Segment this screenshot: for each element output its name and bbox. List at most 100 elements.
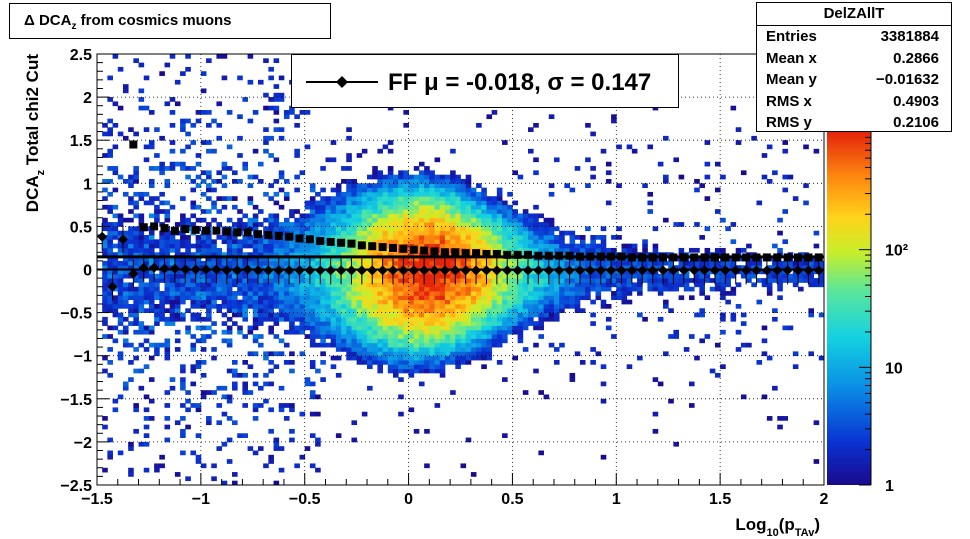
mean-marker (273, 265, 284, 276)
axis-labels: Log10(pTAv) DCAz Total chi2 Cut (23, 54, 820, 539)
mean-marker (439, 265, 450, 276)
sigma-marker (627, 253, 636, 262)
mean-marker (741, 265, 752, 276)
x-tick-label: 1.5 (709, 491, 731, 508)
stats-row: RMS y 0.2106 (766, 114, 939, 131)
sigma-marker (731, 253, 740, 262)
sigma-marker (430, 247, 439, 256)
color-scale-label: 10² (885, 243, 908, 260)
mean-marker (803, 265, 814, 276)
mean-marker (398, 265, 409, 276)
y-tick-label: 2.5 (70, 47, 92, 64)
sigma-marker (378, 243, 387, 252)
mean-marker (325, 265, 336, 276)
stats-box: DelZAllT Entries 3381884 Mean x 0.2866 Mea… (756, 2, 952, 132)
mean-marker (689, 265, 700, 276)
sigma-marker (285, 232, 294, 241)
legend-label: FF μ = -0.018, σ = 0.147 (388, 69, 652, 96)
mean-marker (512, 265, 523, 276)
sigma-marker (440, 248, 449, 257)
sigma-marker (160, 224, 169, 233)
sigma-marker (129, 140, 138, 149)
mean-marker (782, 265, 793, 276)
mean-marker (159, 263, 170, 274)
sigma-marker (181, 224, 190, 233)
sigma-marker (804, 253, 813, 262)
sigma-marker (368, 242, 377, 251)
y-tick-label: 0 (83, 263, 92, 280)
mean-marker (761, 265, 772, 276)
stats-row: RMS x 0.4903 (766, 92, 939, 110)
legend-box: FF μ = -0.018, σ = 0.147 (291, 54, 679, 108)
sigma-marker (305, 235, 314, 244)
mean-marker (668, 265, 679, 276)
mean-marker (169, 263, 180, 274)
mean-marker (221, 265, 232, 276)
sigma-marker (794, 253, 803, 262)
stats-row: Mean x 0.2866 (766, 49, 939, 67)
mean-marker (491, 265, 502, 276)
sigma-marker (347, 239, 356, 248)
sigma-marker (337, 238, 346, 247)
mean-marker (211, 264, 222, 275)
mean-marker (97, 231, 108, 242)
mean-marker (730, 265, 741, 276)
x-axis-label: Log10(pTAv) (735, 515, 820, 539)
mean-marker (252, 265, 263, 276)
mean-marker (419, 265, 430, 276)
mean-marker (190, 264, 201, 275)
mean-marker (502, 265, 513, 276)
sigma-marker (721, 253, 730, 262)
sigma-marker (513, 250, 522, 259)
mean-marker (481, 265, 492, 276)
mean-marker (606, 265, 617, 276)
mean-marker (315, 265, 326, 276)
y-axis-label: DCAz Total chi2 Cut (23, 54, 47, 213)
sigma-marker (326, 237, 335, 246)
axis-ticks: −1.5 −1 −0.5 0 0.5 1 1.5 2 −2.5 −2 −1.5 −1 −0.5 0 0.5 1… (60, 47, 828, 508)
mean-marker (117, 234, 128, 245)
mean-marker (626, 265, 637, 276)
mean-marker (637, 265, 648, 276)
profile-markers (97, 140, 824, 301)
color-scale-label: 1 (885, 478, 894, 495)
mean-marker (574, 265, 585, 276)
mean-marker (387, 265, 398, 276)
sigma-marker (243, 228, 252, 237)
mean-marker (554, 265, 565, 276)
mean-marker (471, 265, 482, 276)
mean-marker (533, 265, 544, 276)
histogram-title: Δ DCAz from cosmics muons (24, 12, 232, 32)
sigma-marker (472, 249, 481, 258)
sigma-marker (461, 249, 470, 258)
sigma-marker (503, 250, 512, 259)
color-scale-label: 10 (885, 360, 903, 377)
mean-marker (709, 265, 720, 276)
mean-marker (180, 264, 191, 275)
sigma-marker (586, 252, 595, 261)
y-tick-label: 1 (83, 176, 92, 193)
sigma-marker (212, 226, 221, 235)
mean-marker (751, 265, 762, 276)
sigma-marker (669, 253, 678, 262)
sigma-marker (596, 252, 605, 261)
mean-marker (813, 265, 824, 276)
mean-marker (367, 265, 378, 276)
sigma-marker (565, 251, 574, 260)
mean-marker (377, 265, 388, 276)
mean-marker (201, 264, 212, 275)
sigma-marker (150, 222, 159, 231)
mean-marker (336, 265, 347, 276)
stats-row: Entries 3381884 (766, 28, 939, 45)
sigma-marker (170, 226, 179, 235)
sigma-marker (773, 253, 782, 262)
sigma-marker (264, 231, 273, 240)
mean-marker (793, 265, 804, 276)
sigma-marker (762, 253, 771, 262)
y-tick-label: −1.5 (60, 392, 92, 409)
y-tick-label: 2 (83, 90, 92, 107)
y-tick-label: −1 (74, 349, 92, 366)
x-tick-label: 0.5 (501, 491, 523, 508)
histogram-title-box: Δ DCAz from cosmics muons (9, 3, 331, 39)
